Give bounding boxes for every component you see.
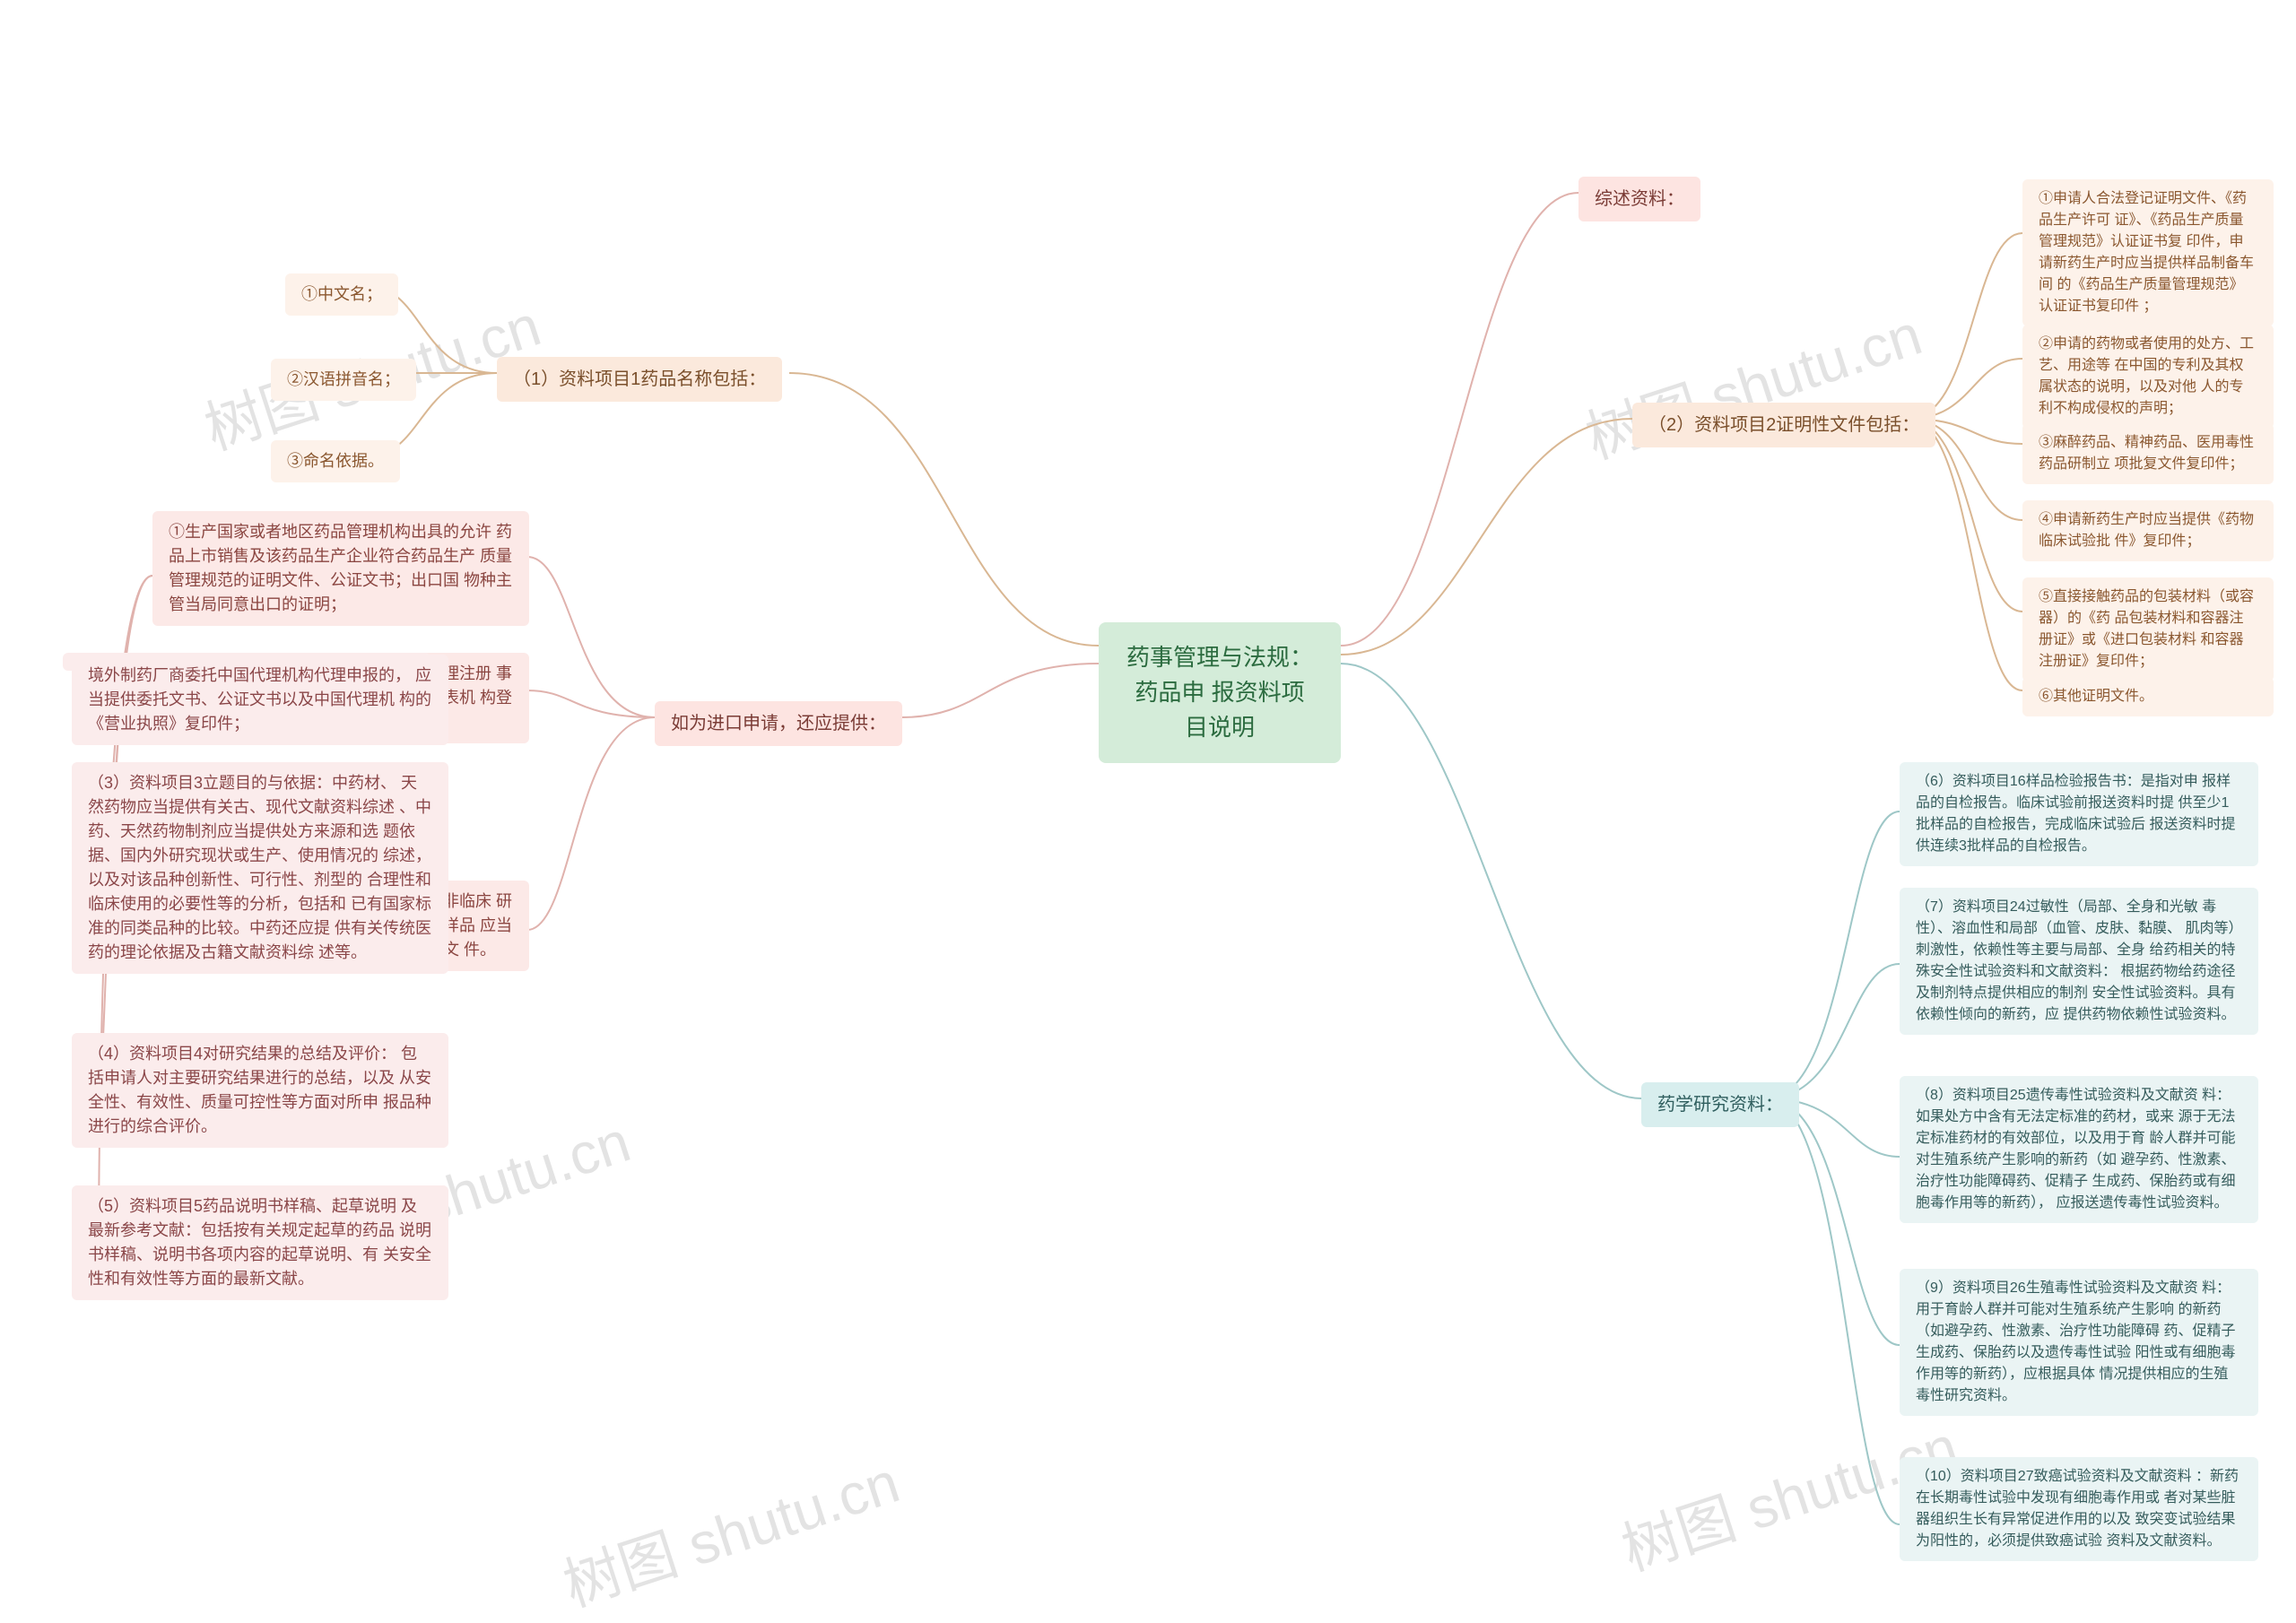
leaf-text: ①申请人合法登记证明文件、《药品生产许可 证》、《药品生产质量管理规范》认证证书… — [2039, 191, 2254, 314]
branch-item2: （2）资料项目2证明性文件包括： — [1632, 403, 1935, 447]
leaf-ph9: （9）资料项目26生殖毒性试验资料及文献资 料：用于育龄人群并可能对生殖系统产生… — [1900, 1269, 2258, 1416]
branch-label: （2）资料项目2证明性文件包括： — [1648, 415, 1919, 435]
leaf-text: ⑥其他证明文件。 — [2039, 689, 2153, 704]
leaf-item1-2: ②汉语拼音名； — [271, 359, 416, 401]
leaf-text: ①生产国家或者地区药品管理机构出具的允许 药品上市销售及该药品生产企业符合药品生… — [169, 523, 512, 613]
leaf-p2-6: ⑥其他证明文件。 — [2022, 677, 2274, 716]
leaf-ph6: （6）资料项目16样品检验报告书：是指对申 报样品的自检报告。临床试验前报送资料… — [1900, 762, 2258, 866]
leaf-text: （7）资料项目24过敏性（局部、全身和光敏 毒性）、溶血性和局部（血管、皮肤、黏… — [1916, 899, 2235, 1022]
leaf-import-1: ①生产国家或者地区药品管理机构出具的允许 药品上市销售及该药品生产企业符合药品生… — [152, 511, 529, 626]
leaf-p2-3: ③麻醉药品、精神药品、医用毒性药品研制立 项批复文件复印件； — [2022, 423, 2274, 484]
leaf-text: （3）资料项目3立题目的与依据：中药材、 天然药物应当提供有关古、现代文献资料综… — [88, 774, 431, 961]
leaf-item1-1: ①中文名； — [285, 273, 398, 316]
leaf-text: 境外制药厂商委托中国代理机构代理申报的， 应当提供委托文书、公证文书以及中国代理… — [88, 666, 431, 733]
leaf-p2-1: ①申请人合法登记证明文件、《药品生产许可 证》、《药品生产质量管理规范》认证证书… — [2022, 179, 2274, 326]
leaf-text: （9）资料项目26生殖毒性试验资料及文献资 料：用于育龄人群并可能对生殖系统产生… — [1916, 1280, 2235, 1403]
leaf-text: ①中文名； — [301, 285, 382, 303]
branch-label: 如为进口申请，还应提供： — [671, 714, 886, 733]
leaf-p2-4: ④申请新药生产时应当提供《药物临床试验批 件》复印件； — [2022, 500, 2274, 561]
branch-overview: 综述资料： — [1578, 177, 1700, 221]
leaf-text: ⑤直接接触药品的包装材料（或容器）的《药 品包装材料和容器注册证》或《进口包装材… — [2039, 589, 2254, 669]
leaf-text: （8）资料项目25遗传毒性试验资料及文献资 料：如果处方中含有无法定标准的药材，… — [1916, 1088, 2235, 1211]
leaf-imp2sub-final: 境外制药厂商委托中国代理机构代理申报的， 应当提供委托文书、公证文书以及中国代理… — [72, 655, 448, 745]
leaf-p2-2: ②申请的药物或者使用的处方、工艺、用途等 在中国的专利及其权属状态的说明，以及对… — [2022, 325, 2274, 429]
leaf-text: ③麻醉药品、精神药品、医用毒性药品研制立 项批复文件复印件； — [2039, 435, 2254, 472]
leaf-text: （10）资料项目27致癌试验资料及文献资料 ：新药在长期毒性试验中发现有细胞毒作… — [1916, 1469, 2239, 1549]
leaf-text: （6）资料项目16样品检验报告书：是指对申 报样品的自检报告。临床试验前报送资料… — [1916, 774, 2235, 854]
branch-name-item1: （1）资料项目1药品名称包括： — [497, 357, 782, 402]
branch-label: 综述资料： — [1595, 189, 1684, 209]
root-text: 药事管理与法规：药品申 报资料项目说明 — [1126, 644, 1313, 741]
watermark: 树图 shutu.cn — [552, 1436, 908, 1622]
leaf-item3: （3）资料项目3立题目的与依据：中药材、 天然药物应当提供有关古、现代文献资料综… — [72, 762, 448, 974]
leaf-item1-3: ③命名依据。 — [271, 440, 400, 482]
leaf-text: ②汉语拼音名； — [287, 370, 400, 388]
branch-label: （1）资料项目1药品名称包括： — [513, 369, 766, 389]
leaf-item4: （4）资料项目4对研究结果的总结及评价： 包括申请人对主要研究结果进行的总结，以… — [72, 1033, 448, 1148]
branch-import: 如为进口申请，还应提供： — [655, 701, 902, 746]
leaf-text: ④申请新药生产时应当提供《药物临床试验批 件》复印件； — [2039, 512, 2254, 549]
leaf-text: ③命名依据。 — [287, 452, 384, 470]
leaf-p2-5: ⑤直接接触药品的包装材料（或容器）的《药 品包装材料和容器注册证》或《进口包装材… — [2022, 577, 2274, 681]
branch-label: 药学研究资料： — [1657, 1095, 1783, 1115]
leaf-ph10: （10）资料项目27致癌试验资料及文献资料 ：新药在长期毒性试验中发现有细胞毒作… — [1900, 1457, 2258, 1561]
branch-pharm: 药学研究资料： — [1641, 1082, 1799, 1127]
leaf-text: （4）资料项目4对研究结果的总结及评价： 包括申请人对主要研究结果进行的总结，以… — [88, 1045, 431, 1135]
root-node: 药事管理与法规：药品申 报资料项目说明 — [1099, 622, 1341, 763]
leaf-ph7: （7）资料项目24过敏性（局部、全身和光敏 毒性）、溶血性和局部（血管、皮肤、黏… — [1900, 888, 2258, 1035]
leaf-text: ②申请的药物或者使用的处方、工艺、用途等 在中国的专利及其权属状态的说明，以及对… — [2039, 336, 2254, 416]
leaf-ph8: （8）资料项目25遗传毒性试验资料及文献资 料：如果处方中含有无法定标准的药材，… — [1900, 1076, 2258, 1223]
leaf-item5: （5）资料项目5药品说明书样稿、起草说明 及最新参考文献：包括按有关规定起草的药… — [72, 1185, 448, 1300]
leaf-text: （5）资料项目5药品说明书样稿、起草说明 及最新参考文献：包括按有关规定起草的药… — [88, 1197, 431, 1288]
